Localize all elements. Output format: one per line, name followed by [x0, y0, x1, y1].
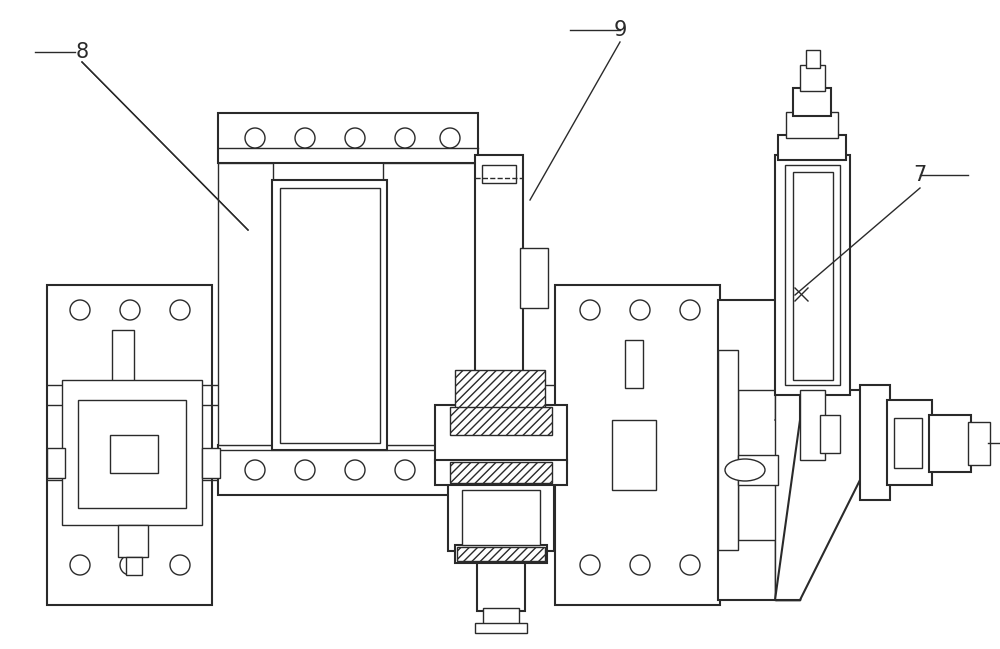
- Bar: [450, 407, 552, 435]
- Bar: [800, 65, 825, 91]
- Bar: [718, 350, 738, 550]
- Circle shape: [395, 460, 415, 480]
- Bar: [448, 483, 554, 551]
- Bar: [612, 420, 656, 490]
- Circle shape: [630, 555, 650, 575]
- Bar: [118, 525, 148, 557]
- Bar: [929, 415, 971, 472]
- Bar: [625, 340, 643, 388]
- Bar: [477, 563, 525, 611]
- Bar: [806, 50, 820, 68]
- Text: 9: 9: [613, 20, 627, 40]
- Bar: [110, 435, 158, 473]
- Circle shape: [440, 460, 460, 480]
- Circle shape: [70, 555, 90, 575]
- Bar: [112, 330, 134, 385]
- Bar: [47, 285, 212, 605]
- Circle shape: [580, 300, 600, 320]
- Bar: [555, 285, 720, 605]
- Bar: [435, 405, 567, 463]
- Circle shape: [630, 300, 650, 320]
- Circle shape: [295, 460, 315, 480]
- Bar: [435, 460, 567, 485]
- Circle shape: [580, 555, 600, 575]
- Circle shape: [345, 128, 365, 148]
- Bar: [785, 165, 840, 385]
- Bar: [460, 450, 480, 485]
- Bar: [778, 135, 846, 160]
- Bar: [218, 163, 273, 445]
- Text: 8: 8: [75, 42, 89, 62]
- Bar: [520, 248, 548, 308]
- Text: 7: 7: [913, 165, 927, 185]
- Circle shape: [440, 128, 460, 148]
- Bar: [450, 462, 552, 483]
- Bar: [455, 545, 547, 563]
- Bar: [820, 415, 840, 453]
- Bar: [126, 557, 142, 575]
- Bar: [62, 380, 202, 525]
- Circle shape: [120, 555, 140, 575]
- Polygon shape: [775, 390, 800, 600]
- Bar: [793, 88, 831, 116]
- Bar: [202, 448, 220, 478]
- Bar: [894, 418, 922, 468]
- Bar: [218, 445, 478, 495]
- Bar: [457, 547, 545, 561]
- Bar: [383, 163, 478, 445]
- Bar: [475, 623, 527, 633]
- Bar: [78, 400, 186, 508]
- Circle shape: [70, 300, 90, 320]
- Bar: [786, 112, 838, 138]
- Polygon shape: [775, 390, 875, 600]
- Bar: [47, 448, 65, 478]
- Circle shape: [395, 128, 415, 148]
- Circle shape: [170, 300, 190, 320]
- Bar: [860, 385, 890, 500]
- Bar: [482, 165, 516, 183]
- Bar: [462, 490, 540, 545]
- Circle shape: [345, 460, 365, 480]
- Bar: [475, 155, 523, 485]
- Circle shape: [680, 555, 700, 575]
- Bar: [738, 455, 778, 485]
- Bar: [800, 390, 825, 460]
- Circle shape: [120, 300, 140, 320]
- Circle shape: [245, 460, 265, 480]
- Ellipse shape: [725, 459, 765, 481]
- Circle shape: [170, 555, 190, 575]
- Bar: [483, 608, 519, 626]
- Circle shape: [680, 300, 700, 320]
- Bar: [218, 113, 478, 163]
- Bar: [455, 370, 545, 408]
- Bar: [968, 422, 990, 465]
- Polygon shape: [738, 390, 800, 600]
- Bar: [272, 180, 387, 450]
- Circle shape: [295, 128, 315, 148]
- Bar: [280, 188, 380, 443]
- Circle shape: [245, 128, 265, 148]
- Bar: [887, 400, 932, 485]
- Bar: [718, 300, 776, 600]
- Bar: [793, 172, 833, 380]
- Bar: [775, 155, 850, 395]
